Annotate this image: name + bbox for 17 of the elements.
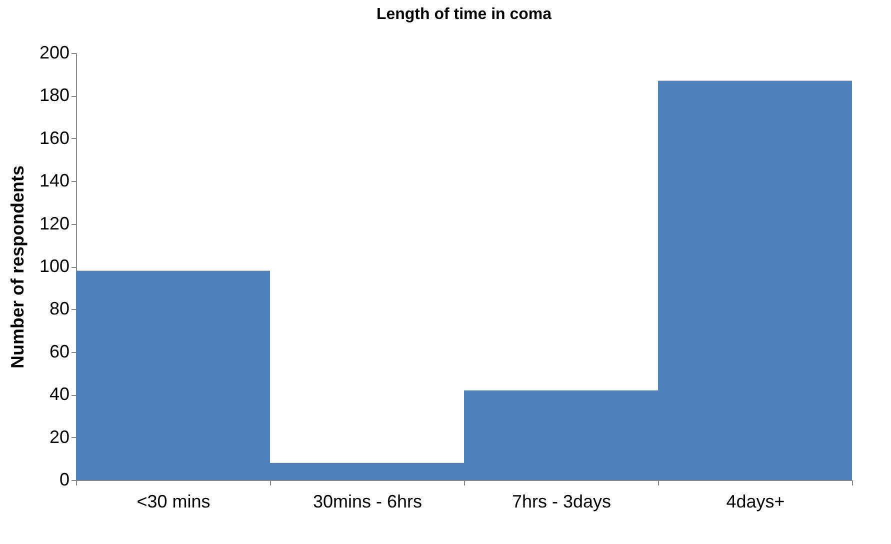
y-tick-label: 200	[39, 42, 70, 62]
y-tick-label: 0	[59, 470, 70, 490]
x-tick-label: <30 mins	[136, 492, 210, 512]
y-tick-label: 120	[39, 213, 70, 234]
y-tick-label: 180	[39, 85, 70, 106]
y-tick-label: 160	[39, 128, 70, 148]
chart-title: Length of time in coma	[376, 6, 552, 23]
y-tick-label: 60	[49, 341, 70, 362]
y-tick-label: 40	[49, 384, 70, 404]
y-tick-label: 100	[39, 256, 70, 276]
y-tick-label: 140	[39, 170, 70, 191]
x-tick-label: 4days+	[726, 492, 785, 512]
x-tick-label: 30mins - 6hrs	[312, 492, 422, 512]
x-tick-label: 7hrs - 3days	[512, 492, 612, 512]
y-axis-title: Number of respondents	[7, 165, 28, 369]
y-tick-label: 80	[49, 298, 70, 319]
y-tick-label: 20	[49, 426, 70, 447]
